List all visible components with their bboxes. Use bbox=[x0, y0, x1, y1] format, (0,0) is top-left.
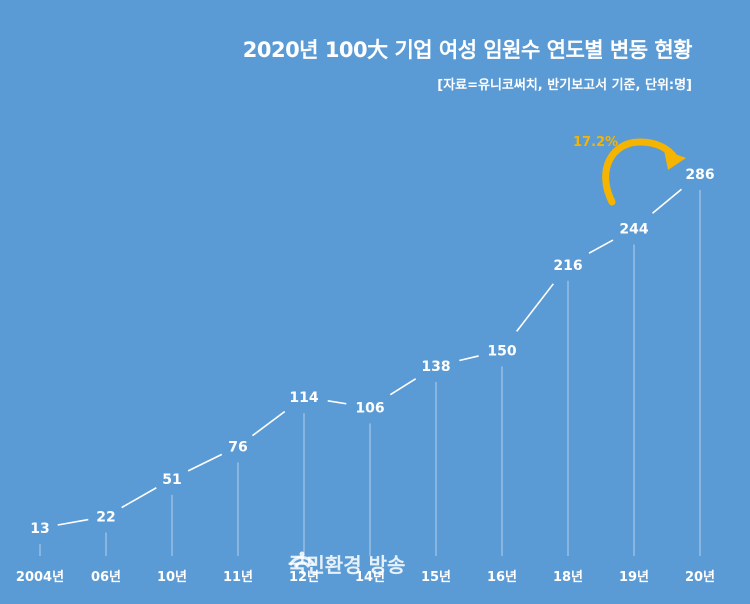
line-segment bbox=[389, 378, 417, 396]
data-label: 76 bbox=[228, 439, 247, 455]
data-label: 22 bbox=[96, 509, 115, 525]
chart-title: 2020년 100大 기업 여성 임원수 연도별 변동 현황 bbox=[242, 38, 693, 62]
growth-annotation: 17.2% bbox=[573, 135, 686, 206]
growth-rate-label: 17.2% bbox=[573, 135, 618, 150]
line-segment bbox=[651, 188, 683, 214]
x-tick-label: 2004년 bbox=[16, 570, 64, 585]
data-label: 216 bbox=[553, 258, 582, 274]
x-tick-label: 10년 bbox=[157, 570, 187, 585]
line-segment bbox=[327, 400, 347, 405]
chart-source: [자료=유니코써치, 반기보고서 기준, 단위:명] bbox=[437, 78, 692, 93]
value-labels: 13 22 51 76 114 106 138 150 216 244 286 bbox=[30, 167, 714, 537]
line-segment bbox=[588, 239, 614, 254]
x-tick-label: 16년 bbox=[487, 570, 517, 585]
growth-arrow bbox=[602, 138, 679, 206]
x-tick-label: 19년 bbox=[619, 570, 649, 585]
line-segment bbox=[459, 355, 479, 362]
growth-arrow-head bbox=[664, 150, 686, 170]
data-label: 150 bbox=[487, 343, 516, 359]
data-label: 244 bbox=[619, 221, 648, 237]
x-tick-label: 14년 bbox=[355, 570, 385, 585]
drop-lines bbox=[39, 190, 701, 556]
data-label: 13 bbox=[30, 521, 49, 537]
line-segment bbox=[121, 487, 157, 509]
series-line bbox=[57, 188, 683, 526]
line-segment bbox=[516, 283, 554, 332]
data-label: 106 bbox=[355, 400, 384, 416]
line-segment bbox=[251, 410, 286, 437]
line-segment bbox=[187, 453, 223, 472]
data-label: 114 bbox=[289, 390, 318, 406]
data-label: 138 bbox=[421, 359, 450, 375]
x-tick-label: 18년 bbox=[553, 570, 583, 585]
broadcaster-watermark: 국민환경 방송 bbox=[288, 549, 405, 578]
data-label: 51 bbox=[162, 472, 181, 488]
x-tick-label: 06년 bbox=[91, 570, 121, 585]
x-tick-label: 20년 bbox=[685, 570, 715, 585]
broadcast-logo-icon bbox=[288, 551, 316, 568]
data-label: 286 bbox=[685, 167, 714, 183]
x-tick-label: 11년 bbox=[223, 570, 253, 585]
x-tick-label: 12년 bbox=[289, 570, 319, 585]
line-segment bbox=[57, 518, 89, 526]
x-tick-label: 15년 bbox=[421, 570, 451, 585]
x-tick-labels: 2004년 06년 10년 11년 12년 14년 15년 16년 18년 19년 20년 bbox=[16, 570, 715, 585]
